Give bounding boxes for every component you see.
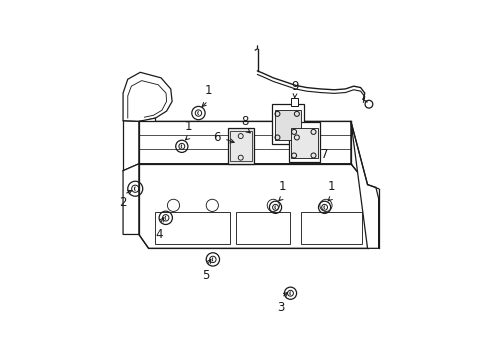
Text: 4: 4 (155, 228, 163, 240)
Bar (292, 128, 318, 158)
Bar (155, 212, 230, 244)
Polygon shape (139, 164, 368, 248)
Text: 7: 7 (321, 148, 329, 161)
Text: 2: 2 (119, 196, 127, 209)
Bar (227, 128, 254, 164)
Text: 8: 8 (242, 115, 249, 128)
Bar (236, 212, 290, 244)
Text: 1: 1 (185, 120, 193, 133)
Bar (289, 122, 320, 162)
Polygon shape (123, 164, 139, 234)
Text: 5: 5 (202, 269, 210, 282)
Text: 6: 6 (213, 131, 220, 144)
Text: 1: 1 (278, 180, 286, 193)
Bar (230, 131, 252, 161)
Text: 1: 1 (328, 180, 335, 193)
Bar (272, 104, 304, 144)
Bar (291, 98, 298, 106)
Text: 1: 1 (204, 84, 212, 97)
Polygon shape (351, 121, 379, 248)
Bar (275, 110, 301, 140)
Text: 9: 9 (292, 80, 299, 93)
Polygon shape (139, 118, 351, 164)
Text: 3: 3 (277, 301, 284, 314)
Bar (301, 212, 362, 244)
Polygon shape (123, 72, 172, 121)
